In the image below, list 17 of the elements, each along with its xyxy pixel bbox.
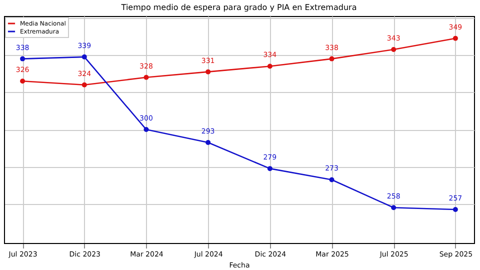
point [144, 74, 149, 80]
point [267, 64, 272, 69]
point [329, 177, 334, 182]
point [20, 78, 26, 84]
point [82, 82, 87, 88]
point [452, 36, 458, 41]
point [391, 46, 396, 52]
point [391, 205, 396, 210]
point [82, 54, 87, 60]
point [206, 140, 211, 146]
point [206, 69, 211, 74]
point [267, 166, 272, 172]
point [329, 56, 334, 62]
point [452, 207, 458, 212]
chart-title: Tiempo medio de espera para grado y PIA en Extremadura [120, 3, 357, 12]
point [144, 127, 149, 132]
point [20, 56, 26, 62]
